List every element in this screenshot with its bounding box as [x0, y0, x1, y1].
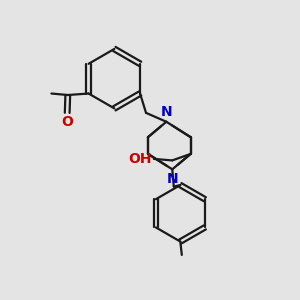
Text: N: N [167, 172, 178, 186]
Text: OH: OH [128, 152, 152, 166]
Text: O: O [61, 115, 73, 129]
Text: N: N [160, 105, 172, 119]
